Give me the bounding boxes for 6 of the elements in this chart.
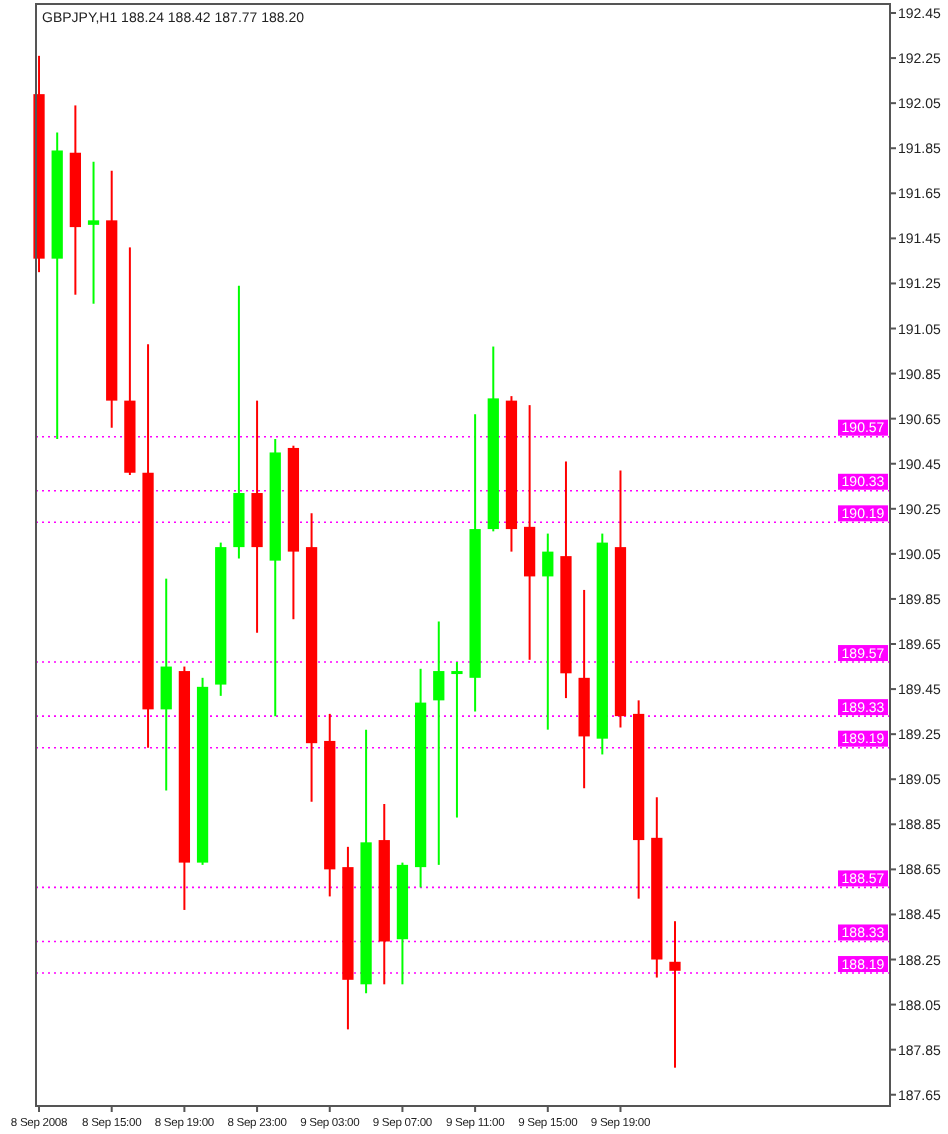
candlestick <box>669 920 681 1069</box>
candlestick <box>451 661 463 819</box>
candlestick <box>542 532 554 731</box>
candlestick <box>160 577 172 792</box>
candlestick <box>87 160 100 305</box>
candlestick <box>433 620 445 866</box>
